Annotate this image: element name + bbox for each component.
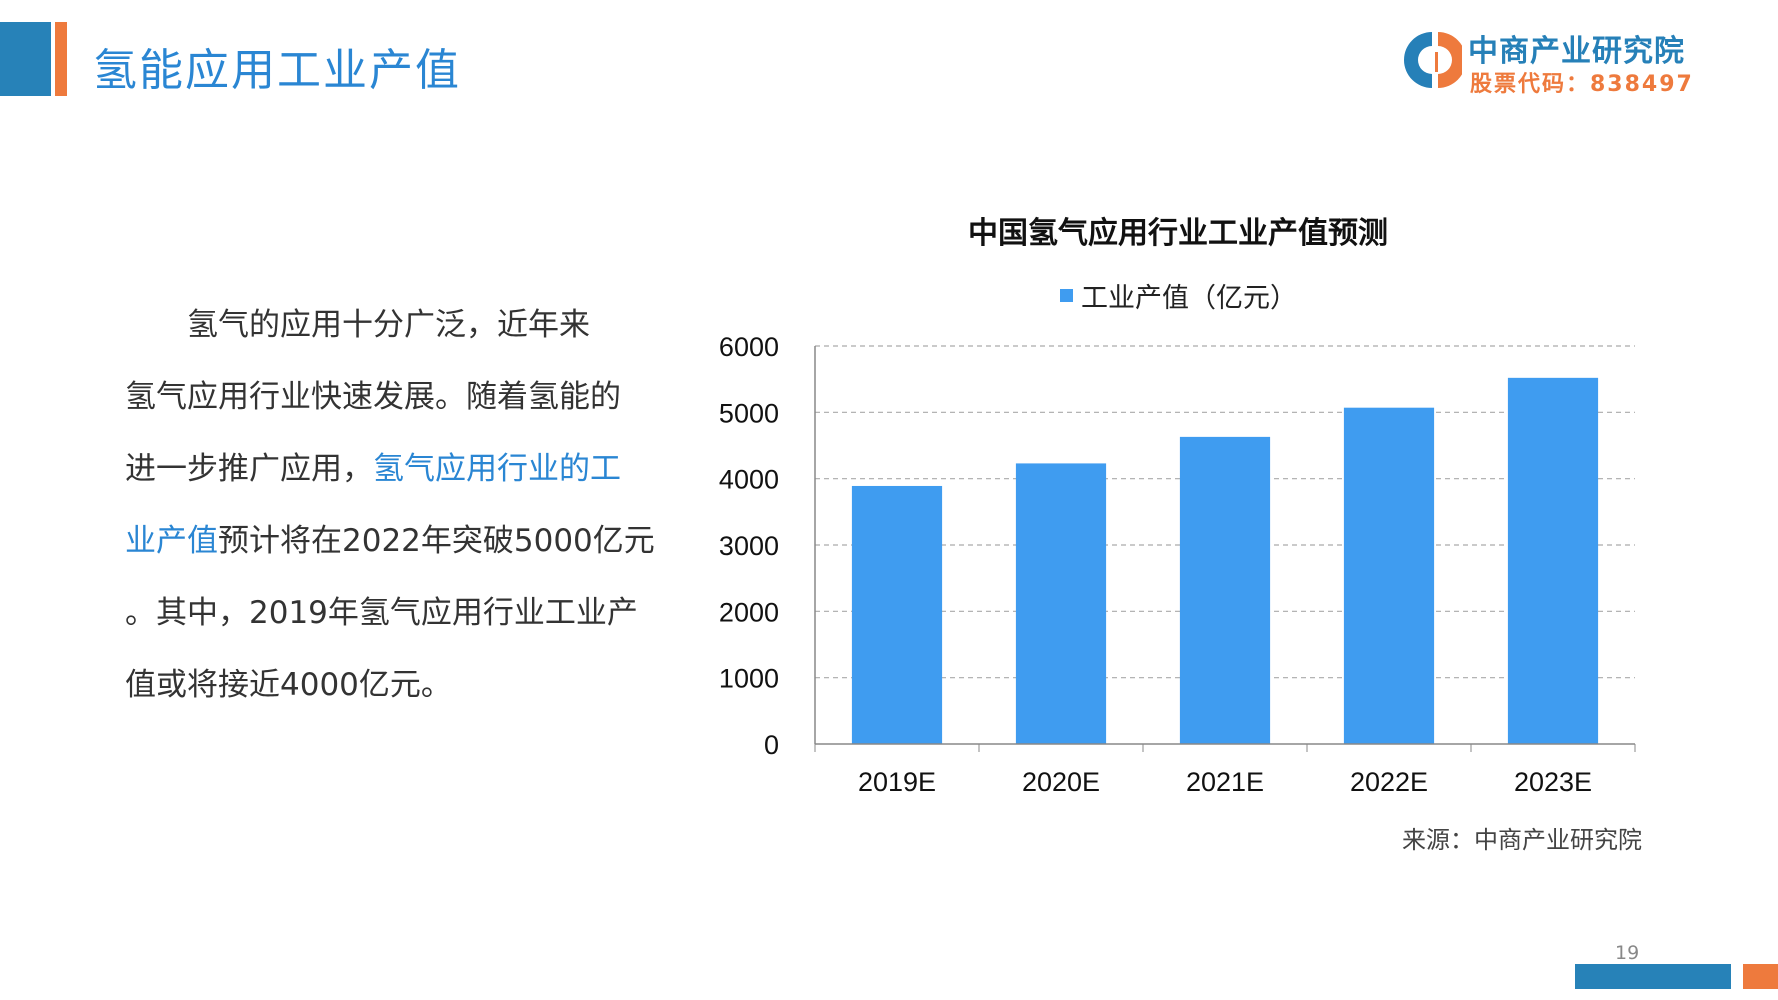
paragraph-line: 值或将接近4000亿元。 [125,660,685,732]
x-tick-label: 2019E [858,767,936,797]
paragraph-text: 。其中，2019年氢气应用行业工业产 [125,595,638,631]
bar-chart: 0 1000 2000 3000 4000 5000 6000 2019E 2020E 2021E… [719,332,1636,797]
page-number: 19 [1615,942,1640,964]
chart-legend: 工业产值（亿元） [1060,276,1297,315]
footer-blue-bar [1575,964,1731,989]
header-orange-bar [55,22,67,96]
logo-name: 中商产业研究院 [1468,34,1685,69]
paragraph-line: 氢气应用行业快速发展。随着氢能的 [125,372,685,444]
bar [851,485,943,744]
y-tick-label: 5000 [719,398,779,428]
y-tick-label: 1000 [719,664,779,694]
description-paragraph: 氢气的应用十分广泛，近年来 氢气应用行业快速发展。随着氢能的 进一步推广应用，氢气应… [125,300,685,732]
paragraph-line: 。其中，2019年氢气应用行业工业产 [125,588,685,660]
legend-swatch [1060,289,1073,302]
highlighted-text: 业产值 [125,523,218,559]
paragraph-line: 业产值预计将在2022年突破5000亿元 [125,516,685,588]
legend-label: 工业产值（亿元） [1081,283,1297,314]
paragraph-line: 氢气的应用十分广泛，近年来 [125,300,685,372]
paragraph-text: 预计将在2022年突破5000亿元 [218,523,655,559]
y-tick-label: 2000 [719,597,779,627]
x-tick-label: 2020E [1022,767,1100,797]
source-note: 来源：中商产业研究院 [1402,826,1642,854]
header-blue-bar [0,22,51,96]
y-tick-label: 3000 [719,531,779,561]
logo-ci-icon [1404,32,1462,88]
bar [1015,463,1107,744]
x-tick-label: 2023E [1514,767,1592,797]
y-tick-label: 0 [764,730,779,760]
footer-orange-bar [1743,964,1778,989]
bar [1343,407,1435,744]
bar [1507,377,1599,744]
logo-stock-code: 股票代码：838497 [1470,72,1694,97]
y-tick-label: 6000 [719,332,779,362]
paragraph-line: 进一步推广应用，氢气应用行业的工 [125,444,685,516]
page-title: 氢能应用工业产值 [93,45,461,96]
paragraph-text: 值或将接近4000亿元。 [125,667,452,703]
paragraph-text: 进一步推广应用， [125,451,373,487]
paragraph-text: 氢气应用行业快速发展。随着氢能的 [125,379,621,415]
company-logo: 中商产业研究院 股票代码：838497 [1402,26,1702,97]
bar [1179,436,1271,744]
y-tick-label: 4000 [719,465,779,495]
x-tick-label: 2021E [1186,767,1264,797]
paragraph-text: 氢气的应用十分广泛，近年来 [125,307,590,343]
chart-title: 中国氢气应用行业工业产值预测 [968,216,1388,251]
highlighted-text: 氢气应用行业的工 [373,451,621,487]
x-tick-label: 2022E [1350,767,1428,797]
